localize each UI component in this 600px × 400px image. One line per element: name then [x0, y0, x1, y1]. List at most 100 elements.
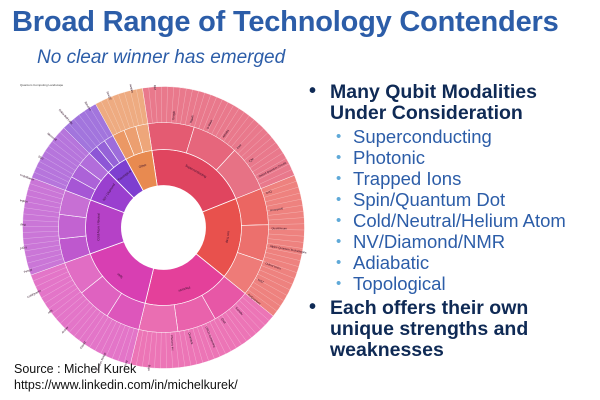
- sunburst-segment-label: Spin: [116, 272, 124, 279]
- sunburst-divider: [268, 223, 305, 225]
- sunburst-divider: [89, 316, 109, 348]
- sunburst-divider: [267, 205, 303, 212]
- sunburst-company-label: Archer: [61, 325, 70, 334]
- sunburst-divider: [78, 311, 101, 341]
- sunburst-divider: [250, 285, 281, 307]
- sunburst-divider: [235, 303, 261, 330]
- bullet-dot-icon: •: [336, 233, 342, 250]
- sunburst-company-label: Rigetti: [189, 114, 195, 123]
- sunburst-divider: [136, 89, 144, 125]
- sunburst-divider: [239, 300, 266, 326]
- modality-label: Superconducting: [353, 126, 492, 147]
- modality-label: Spin/Quantum Dot: [353, 189, 506, 210]
- sunburst-company-label: IBM: [153, 85, 157, 91]
- sunburst-divider: [44, 150, 76, 171]
- sunburst-divider: [166, 86, 168, 123]
- sunburst-divider: [268, 229, 305, 231]
- modality-label: Adiabatic: [353, 252, 430, 273]
- sunburst-divider: [266, 198, 302, 207]
- sunburst-divider: [253, 281, 285, 302]
- sunburst-divider: [183, 330, 192, 366]
- sunburst-company-label: Silicon Quantum Computing: [144, 364, 151, 371]
- sunburst-divider: [22, 231, 59, 233]
- sunburst-divider: [257, 163, 290, 181]
- sunburst-divider: [25, 249, 61, 258]
- sunburst-divider: [254, 158, 287, 177]
- sunburst-company-label: Alpine Quantum Technologies: [270, 244, 307, 255]
- sunburst-divider: [69, 305, 94, 333]
- sunburst-divider: [261, 265, 295, 279]
- sunburst-company-label: Pasqal: [23, 267, 33, 274]
- sunburst-company-label: Photonic Inc: [170, 335, 175, 351]
- sunburst-divider: [48, 145, 78, 167]
- modality-item: • Spin/Quantum Dot: [304, 189, 596, 210]
- sunburst-divider: [217, 317, 237, 349]
- sunburst-segment-label: Ion Trap: [225, 231, 231, 243]
- sunburst-divider: [23, 240, 60, 246]
- bullet-list: • Many Qubit Modalities Under Considerat…: [304, 81, 596, 363]
- chart-caption: Quantum Computing Landscape: [20, 83, 64, 87]
- main-bullet-text: Many Qubit Modalities Under Consideratio…: [330, 81, 537, 124]
- sunburst-company-label: QuEra: [20, 245, 28, 250]
- main-bullet-strengths: • Each offers their own unique strengths…: [304, 296, 596, 361]
- sunburst-company-label: Oxford Ionics: [265, 261, 282, 271]
- sunburst-divider: [211, 102, 229, 135]
- sunburst-divider: [265, 192, 301, 202]
- sunburst-divider: [106, 323, 122, 357]
- sunburst-company-label: Alibaba: [221, 128, 230, 138]
- page-title: Broad Range of Technology Contenders: [12, 6, 559, 38]
- bullet-dot-icon: •: [309, 296, 317, 318]
- sunburst-company-label: Xanadu: [235, 306, 245, 316]
- sunburst-divider: [225, 312, 247, 342]
- sunburst-divider: [202, 96, 217, 131]
- sunburst-divider: [265, 252, 301, 261]
- source-link[interactable]: https://www.linkedin.com/in/michelkurek/: [14, 378, 238, 392]
- sunburst-divider: [171, 86, 175, 123]
- sunburst-company-label: Google: [171, 110, 176, 120]
- sunburst-divider: [44, 283, 76, 304]
- sunburst-divider: [230, 119, 255, 148]
- sunburst-divider: [161, 86, 163, 123]
- sunburst-divider: [264, 256, 299, 267]
- sunburst-divider: [33, 171, 68, 187]
- sunburst-company-label: QuiX: [220, 317, 227, 325]
- sunburst-divider: [179, 331, 186, 367]
- modality-item: • Superconducting: [304, 126, 596, 147]
- sunburst-company-label: Quantum Brilliance: [20, 170, 35, 182]
- sunburst-divider: [100, 101, 118, 134]
- sunburst-divider: [205, 323, 221, 357]
- sunburst-divider: [194, 92, 205, 128]
- sunburst-divider: [198, 94, 211, 129]
- bullet-dot-icon: •: [336, 149, 342, 166]
- sunburst-divider: [35, 271, 69, 287]
- source-author: Source : Michel Kurek: [14, 362, 137, 376]
- sunburst-divider: [142, 331, 148, 367]
- sunburst-divider: [170, 332, 173, 369]
- sunburst-divider: [64, 302, 90, 329]
- sunburst-divider: [267, 238, 304, 243]
- sunburst-divider: [188, 329, 198, 365]
- source-citation: Source : Michel Kurek https://www.linked…: [14, 361, 238, 393]
- sunburst-divider: [262, 261, 298, 273]
- sunburst-divider: [154, 332, 157, 369]
- sunburst-company-label: Qilimanjaro: [127, 84, 134, 94]
- sunburst-divider: [267, 243, 303, 249]
- sunburst-divider: [165, 332, 167, 369]
- sunburst-divider: [215, 105, 234, 137]
- sunburst-company-label: NIST: [257, 278, 265, 285]
- sunburst-divider: [189, 90, 199, 126]
- bullet-dot-icon: •: [336, 254, 342, 271]
- sunburst-company-label: HRL: [47, 308, 54, 315]
- sunburst-divider: [24, 201, 61, 209]
- sunburst-divider: [23, 213, 60, 218]
- sunburst-divider: [23, 207, 60, 213]
- sunburst-divider: [244, 137, 273, 161]
- bullet-dot-icon: •: [336, 275, 342, 292]
- sunburst-divider: [117, 326, 130, 362]
- sunburst-divider: [197, 326, 209, 362]
- modality-label: NV/Diamond/NMR: [353, 231, 506, 252]
- sunburst-divider: [228, 309, 252, 338]
- sunburst-divider: [78, 114, 101, 144]
- sunburst-divider: [32, 267, 67, 282]
- bullet-dot-icon: •: [336, 191, 342, 208]
